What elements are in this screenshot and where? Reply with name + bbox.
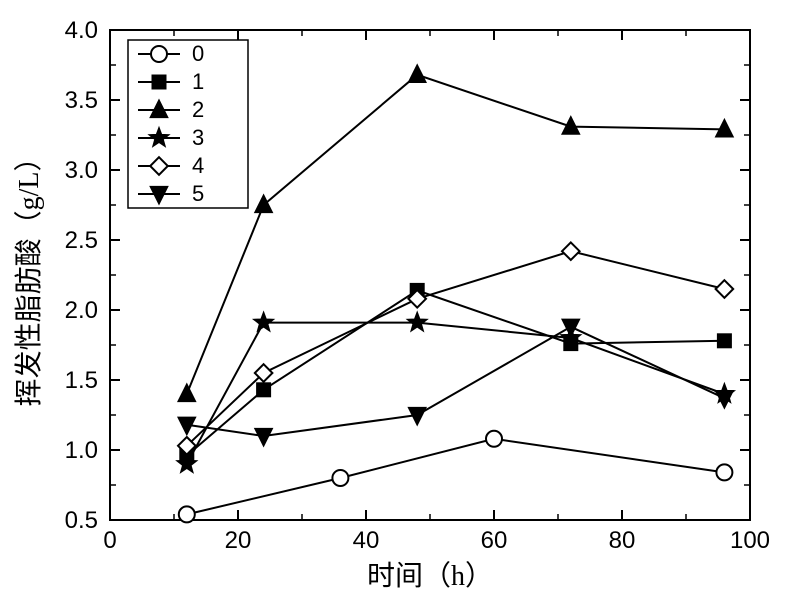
legend-box bbox=[128, 40, 248, 208]
series-marker-2 bbox=[715, 119, 733, 137]
legend-label-4: 4 bbox=[192, 153, 204, 178]
series-marker-1 bbox=[717, 334, 731, 348]
x-tick-label: 20 bbox=[225, 527, 252, 554]
x-tick-label: 60 bbox=[481, 527, 508, 554]
series-marker-3 bbox=[253, 312, 274, 332]
series-marker-3 bbox=[407, 312, 428, 332]
series-marker-0 bbox=[716, 464, 732, 480]
x-tick-label: 0 bbox=[103, 527, 116, 554]
line-chart: 0204060801000.51.01.52.02.53.03.54.0时间（h… bbox=[0, 0, 800, 614]
series-marker-2 bbox=[178, 384, 196, 402]
series-marker-2 bbox=[255, 195, 273, 213]
y-tick-label: 0.5 bbox=[65, 507, 98, 534]
series-marker-2 bbox=[408, 64, 426, 82]
chart-container: 0204060801000.51.01.52.02.53.03.54.0时间（h… bbox=[0, 0, 800, 614]
x-tick-label: 100 bbox=[730, 527, 770, 554]
legend-marker-1 bbox=[152, 75, 166, 89]
y-tick-label: 3.0 bbox=[65, 157, 98, 184]
legend-label-1: 1 bbox=[192, 69, 204, 94]
series-marker-5 bbox=[255, 428, 273, 446]
legend-label-3: 3 bbox=[192, 125, 204, 150]
series-marker-0 bbox=[486, 431, 502, 447]
y-tick-label: 1.5 bbox=[65, 367, 98, 394]
x-tick-label: 40 bbox=[353, 527, 380, 554]
y-axis-title: 挥发性脂肪酸（g/L） bbox=[13, 144, 45, 407]
legend-label-5: 5 bbox=[192, 181, 204, 206]
y-tick-label: 3.5 bbox=[65, 87, 98, 114]
series-marker-5 bbox=[715, 391, 733, 409]
series-marker-4 bbox=[716, 280, 734, 298]
legend-marker-0 bbox=[151, 46, 167, 62]
x-tick-label: 80 bbox=[609, 527, 636, 554]
series-marker-4 bbox=[562, 242, 580, 260]
series-line-2 bbox=[187, 75, 725, 394]
series-line-0 bbox=[187, 439, 725, 515]
series-marker-0 bbox=[179, 506, 195, 522]
legend-label-2: 2 bbox=[192, 97, 204, 122]
series-marker-1 bbox=[257, 383, 271, 397]
y-tick-label: 4.0 bbox=[65, 17, 98, 44]
y-tick-label: 2.5 bbox=[65, 227, 98, 254]
legend-label-0: 0 bbox=[192, 41, 204, 66]
series-marker-0 bbox=[332, 470, 348, 486]
series-line-4 bbox=[187, 251, 725, 446]
y-tick-label: 1.0 bbox=[65, 437, 98, 464]
y-tick-label: 2.0 bbox=[65, 297, 98, 324]
x-axis-title: 时间（h） bbox=[367, 560, 493, 592]
